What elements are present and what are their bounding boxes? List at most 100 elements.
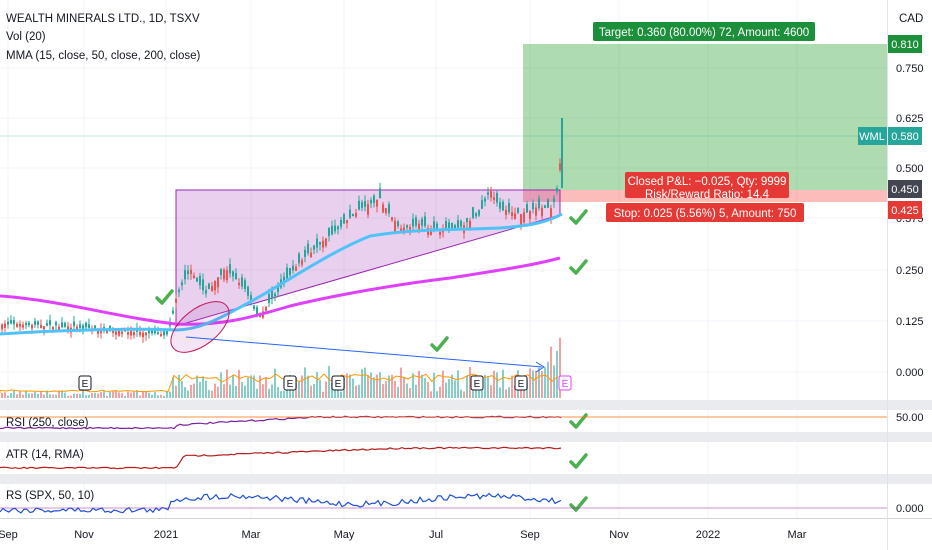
- candle-body: [241, 277, 243, 287]
- ma200-line[interactable]: [0, 256, 561, 326]
- earnings-marker-box: [78, 375, 92, 391]
- volume-bar: [556, 351, 558, 398]
- candle-body: [475, 213, 477, 217]
- volume-bar: [163, 395, 165, 398]
- candle-body: [301, 260, 303, 265]
- volume-bar: [91, 392, 93, 398]
- volume-bar: [145, 391, 147, 398]
- volume-bar: [331, 383, 333, 398]
- currency-label: CAD: [899, 13, 923, 25]
- volume-bar: [166, 391, 168, 398]
- candle-body: [220, 269, 222, 275]
- candle-body: [67, 326, 69, 331]
- ma15-line[interactable]: [0, 212, 563, 336]
- candle-body: [466, 218, 468, 223]
- candle-body: [28, 322, 30, 326]
- volume-bar: [124, 395, 126, 398]
- candle-body: [331, 225, 333, 235]
- volume-bar: [436, 391, 438, 398]
- candle-body: [505, 209, 507, 216]
- rsi-label[interactable]: RSI (250, close): [6, 417, 89, 429]
- volume-bar: [235, 385, 237, 398]
- earnings-marker-box: [331, 375, 345, 391]
- candle-body: [82, 325, 84, 329]
- target-label-text: Target: 0.360 (80.00%) 72, Amount: 4600: [599, 27, 809, 39]
- checkmarks: [155, 209, 588, 512]
- x-tick-label: Nov: [609, 529, 629, 541]
- target-label-box[interactable]: [593, 22, 815, 41]
- candle-body: [538, 198, 540, 209]
- pane-separator-rs: [0, 474, 932, 484]
- candle-body: [457, 220, 459, 228]
- volume-bar: [466, 375, 468, 398]
- mma-indicator-label[interactable]: MMA (15, close, 50, close, 200, close): [6, 50, 200, 62]
- volume-bar: [82, 390, 84, 398]
- x-tick-label: Jul: [429, 529, 443, 541]
- checkmark-icon: [569, 209, 588, 225]
- candle-body: [394, 220, 396, 232]
- candle-body: [400, 228, 402, 233]
- ticker-symbol-tag: [858, 127, 887, 145]
- candle-body: [430, 228, 432, 235]
- earnings-marker-label: E: [474, 379, 481, 390]
- candle-body: [16, 323, 18, 327]
- volume-bar: [178, 374, 180, 398]
- candle-body: [334, 225, 336, 232]
- candle-body: [145, 332, 147, 336]
- target-zone[interactable]: [523, 44, 887, 190]
- volume-bar: [7, 395, 9, 398]
- pnl-label-text: Closed P&L: −0.025, Qty: 9999: [628, 176, 787, 188]
- candle-body: [307, 243, 309, 254]
- candle-body: [49, 320, 51, 325]
- volume-bar: [229, 384, 231, 398]
- stop-label-box[interactable]: [606, 203, 804, 222]
- candle-body: [10, 320, 12, 324]
- volume-ma: [0, 373, 559, 393]
- candle-body: [361, 202, 363, 208]
- x-tick-label: Nov: [74, 529, 94, 541]
- candle-body: [121, 331, 123, 334]
- candle-body: [265, 306, 267, 311]
- candle-body: [556, 188, 558, 192]
- projection-arrow[interactable]: [185, 336, 543, 368]
- candle-body: [193, 275, 195, 278]
- volume-bar: [310, 385, 312, 398]
- candle-body: [310, 252, 312, 258]
- volume-bar: [400, 367, 402, 398]
- rs-label[interactable]: RS (SPX, 50, 10): [6, 490, 94, 502]
- candle-body: [244, 280, 246, 289]
- candle-body: [199, 275, 201, 286]
- volume-bar: [220, 372, 222, 398]
- y-tick-label: 0.625: [896, 113, 924, 125]
- candle-body: [316, 238, 318, 248]
- candle-body: [250, 295, 252, 303]
- candle-body: [325, 238, 327, 246]
- candle-body: [559, 163, 561, 171]
- candle-body: [376, 199, 378, 207]
- volume-bar: [280, 391, 282, 398]
- volume-bar: [502, 369, 504, 398]
- entry-price-text: 0.450: [891, 184, 919, 196]
- candle-body: [547, 199, 549, 208]
- candle-body: [358, 200, 360, 210]
- candle-body: [451, 222, 453, 228]
- candle-body: [190, 269, 192, 275]
- candle-body: [97, 329, 99, 334]
- volume-bar: [151, 394, 153, 398]
- candle-body: [139, 331, 141, 336]
- volume-bar: [544, 367, 546, 398]
- vol-indicator-label[interactable]: Vol (20): [6, 31, 46, 43]
- candle-body: [346, 220, 348, 224]
- candle-body: [229, 264, 231, 274]
- candle-body: [421, 218, 423, 226]
- pnl-label-box[interactable]: [625, 172, 789, 198]
- volume-bar: [433, 372, 435, 398]
- volume-bar: [451, 374, 453, 398]
- volume-bar: [388, 375, 390, 398]
- atr-label[interactable]: ATR (14, RMA): [6, 449, 84, 461]
- candle-body: [172, 310, 174, 314]
- candle-body: [550, 208, 552, 219]
- candle-body: [181, 282, 183, 286]
- breakout-circle[interactable]: [162, 292, 238, 362]
